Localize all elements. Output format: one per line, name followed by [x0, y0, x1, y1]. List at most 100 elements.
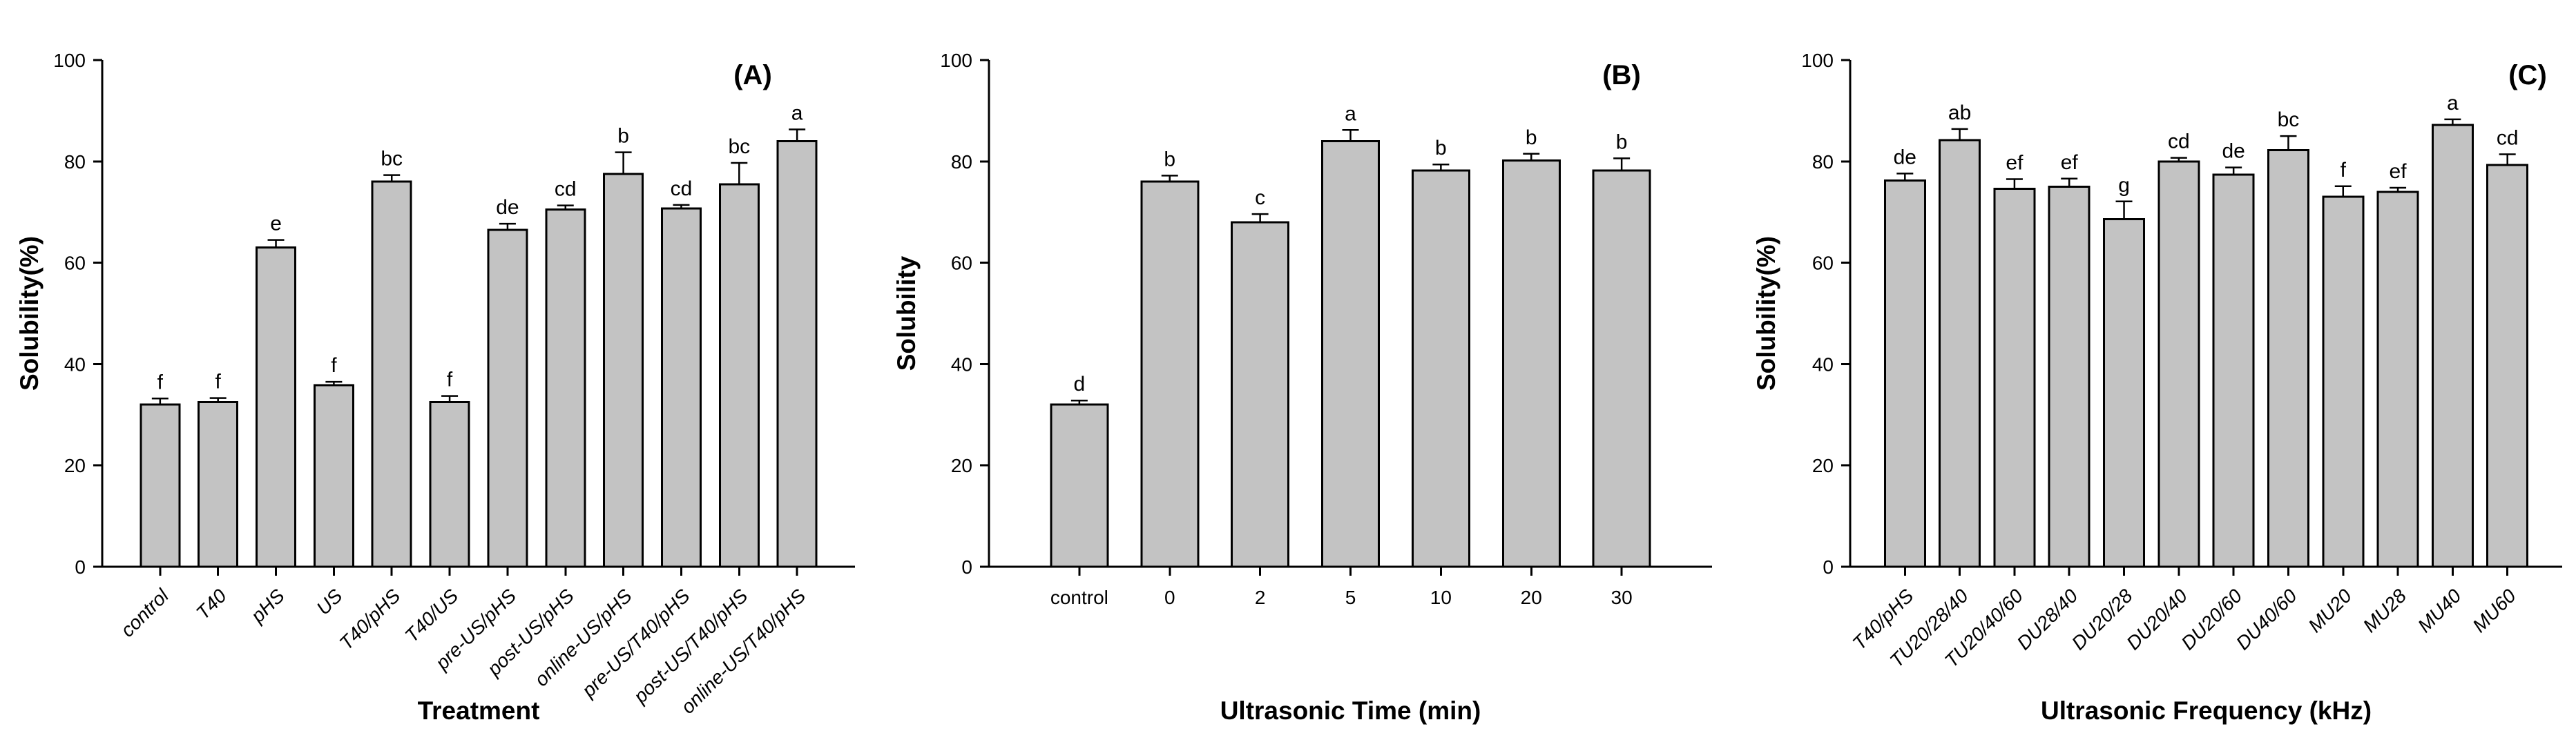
- sig-letter: f: [157, 371, 164, 393]
- x-tick-label: 20: [1521, 587, 1542, 608]
- bar: [2376, 191, 2419, 568]
- x-tick-label: control: [117, 585, 173, 641]
- chart-c-svg: 0 20 40 60 80 100 Solubility(%) Ultrasonic Freq…: [1752, 50, 2562, 725]
- x-tick-label: 0: [1164, 587, 1175, 608]
- sig-letter: ef: [2390, 160, 2407, 183]
- bar: [1140, 180, 1200, 568]
- x-tick-label: 10: [1430, 587, 1452, 608]
- y-tick-label: 40: [1812, 353, 1834, 375]
- sig-letter: de: [2222, 140, 2245, 163]
- y-tick-label: 100: [940, 50, 972, 71]
- x-tick-label: MU20: [2304, 585, 2356, 636]
- panel-label: (B): [1602, 60, 1641, 90]
- bar: [660, 207, 702, 568]
- bar: [140, 403, 181, 568]
- bar: [603, 173, 644, 568]
- bar: [2322, 195, 2365, 568]
- sig-letter: a: [791, 102, 803, 125]
- panel-label: (A): [733, 60, 772, 90]
- sig-letter: bc: [728, 135, 750, 158]
- y-axis-title: Solubility(%): [1752, 236, 1780, 391]
- sig-letter: b: [1164, 148, 1175, 171]
- y-tick-label: 60: [951, 253, 972, 274]
- y-tick-label: 0: [1823, 556, 1834, 578]
- bar: [1501, 159, 1561, 568]
- bar: [371, 180, 412, 568]
- y-tick-label: 60: [64, 253, 86, 274]
- y-tick-label: 80: [951, 151, 972, 173]
- sig-letter: d: [1074, 373, 1086, 396]
- y-tick-label: 20: [64, 455, 86, 476]
- sig-letter: b: [1435, 137, 1447, 159]
- sig-letter: b: [617, 125, 629, 148]
- bar: [2431, 124, 2474, 568]
- x-tick-label: control: [1050, 587, 1108, 608]
- bar: [1993, 187, 2036, 568]
- sig-letter: cd: [2168, 130, 2190, 153]
- bar: [2157, 160, 2200, 568]
- bar: [1592, 169, 1651, 568]
- bar: [545, 208, 586, 568]
- bar: [2048, 186, 2090, 568]
- bar: [2212, 173, 2255, 568]
- y-tick-label: 40: [64, 353, 86, 375]
- y-axis-title: Solubility(%): [15, 236, 44, 391]
- chart-panel-a: 0 20 40 60 80 100 Solubility(%) Treatment (A) f co…: [0, 0, 884, 740]
- sig-letter: f: [331, 354, 337, 377]
- bar: [198, 400, 239, 568]
- sig-letter: b: [1526, 126, 1537, 149]
- y-tick-label: 80: [64, 151, 86, 173]
- bar: [256, 246, 297, 568]
- sig-letter: de: [1894, 146, 1916, 168]
- panel-label: (C): [2508, 60, 2547, 90]
- x-tick-label: US: [312, 585, 347, 619]
- sig-letter: g: [2118, 174, 2130, 197]
- y-tick-label: 100: [53, 50, 86, 71]
- x-tick-label: pHS: [247, 585, 289, 627]
- chart-panel-b: 0 20 40 60 80 100 Solubility Ultrasonic Time (m…: [884, 0, 1733, 740]
- sig-letter: c: [1255, 186, 1265, 209]
- y-tick-label: 20: [1812, 455, 1834, 476]
- x-tick-label: MU28: [2359, 585, 2411, 636]
- sig-letter: ab: [1948, 101, 1971, 124]
- x-tick-label: DU40/60: [2232, 585, 2301, 654]
- sig-letter: f: [215, 371, 222, 393]
- chart-a-svg: 0 20 40 60 80 100 Solubility(%) Treatment (A) f co…: [15, 50, 855, 725]
- chart-panel-c: 0 20 40 60 80 100 Solubility(%) Ultrasonic Freq…: [1733, 0, 2576, 740]
- sig-letter: cd: [671, 177, 693, 200]
- x-tick-label: T40/pHS: [335, 585, 404, 654]
- x-tick-label: online-US/pHS: [530, 585, 636, 690]
- bar: [1231, 221, 1290, 568]
- y-tick-label: 0: [961, 556, 972, 578]
- x-tick-label: 5: [1345, 587, 1356, 608]
- bar: [1939, 139, 1981, 568]
- bar: [487, 228, 528, 568]
- bar: [1883, 179, 1926, 568]
- sig-letter: f: [447, 369, 453, 391]
- sig-letter: f: [2340, 159, 2347, 182]
- x-tick-label: pre-US/T40/pHS: [577, 585, 694, 701]
- y-tick-label: 20: [951, 455, 972, 476]
- bar: [313, 384, 354, 568]
- x-tick-label: 30: [1611, 587, 1633, 608]
- y-axis-title: Solubility: [892, 255, 921, 371]
- x-tick-label: 2: [1255, 587, 1266, 608]
- bar: [776, 139, 818, 568]
- sig-letter: cd: [555, 178, 577, 201]
- sig-letter: de: [496, 196, 519, 219]
- x-tick-label: MU40: [2414, 585, 2466, 636]
- bar: [2267, 149, 2309, 568]
- sig-letter: ef: [2061, 151, 2079, 174]
- x-axis-title: Ultrasonic Time (min): [1220, 697, 1481, 725]
- x-axis-title: Treatment: [418, 697, 540, 725]
- bar: [1050, 403, 1109, 568]
- bar: [718, 183, 760, 568]
- bar: [1411, 169, 1470, 568]
- bar: [2486, 164, 2529, 568]
- sig-letter: bc: [2278, 108, 2300, 131]
- x-axis-title: Ultrasonic Frequency (kHz): [2041, 697, 2372, 725]
- sig-letter: a: [1345, 102, 1356, 125]
- sig-letter: a: [2447, 92, 2459, 115]
